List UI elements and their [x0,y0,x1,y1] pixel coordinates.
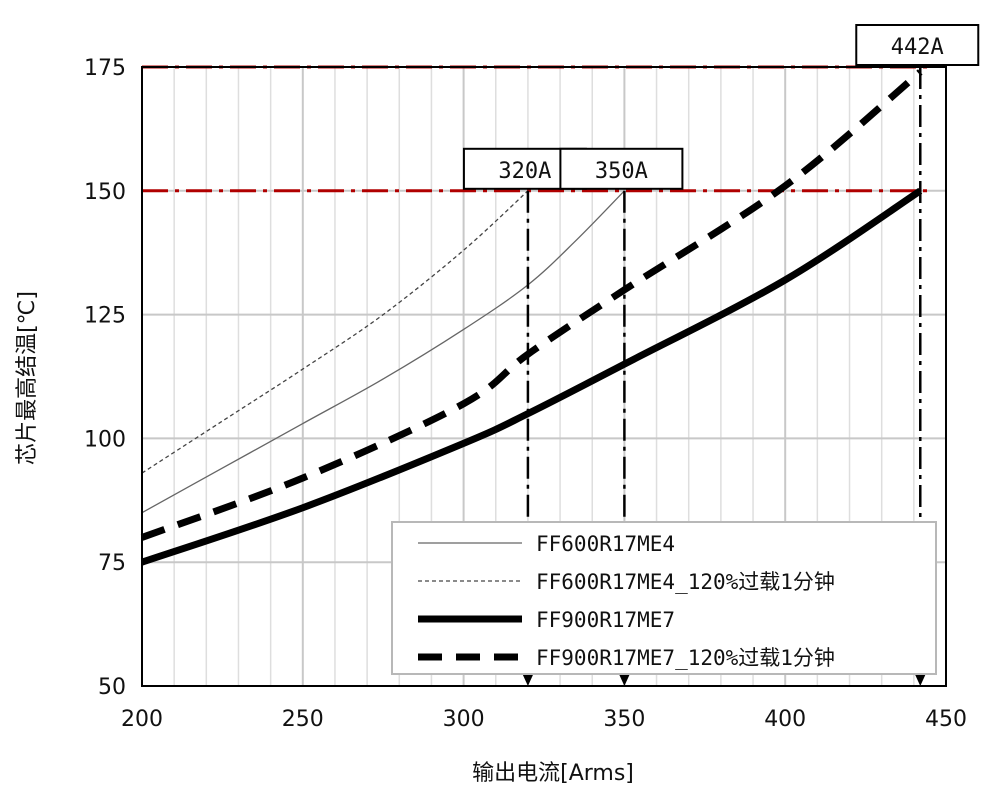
legend-label: FF900R17ME7_120%过载1分钟 [536,646,835,670]
y-tick-label: 175 [84,56,126,81]
x-tick-label: 400 [764,707,806,732]
callout-box [559,147,684,190]
x-axis-title: 输出电流[Arms] [472,761,634,786]
x-tick-label: 350 [603,707,645,732]
legend-box [391,521,937,675]
x-tick-label: 300 [443,707,485,732]
callout-label: 320A [498,159,551,184]
legend: FF600R17ME4 FF600R17ME4_120%过载1分钟 FF900R17… [391,521,937,675]
y-tick-label: 125 [84,304,126,329]
callout-label: 442A [891,35,944,60]
y-tick-label: 100 [84,427,126,452]
series-line-1 [141,190,529,474]
y-tick-label: 75 [98,551,126,576]
tick-labels: 200 250 300 350 400 450 50 75 100 125 150 175 [84,56,967,732]
series-line-2 [140,187,923,566]
legend-label: FF900R17ME7 [536,608,675,632]
annotation-callouts: 320A 350A 442A [462,24,980,190]
y-tick-label: 150 [84,180,126,205]
plot-frame [141,66,947,687]
series-line-3 [140,69,923,541]
legend-label: FF600R17ME4_120%过载1分钟 [536,570,835,594]
x-tick-label: 450 [925,707,967,732]
callout-box [855,24,980,66]
y-tick-label: 50 [98,675,126,700]
series-layer [140,69,923,566]
y-axis-title: 芯片最高结温[℃] [15,291,40,465]
x-tick-label: 200 [121,707,163,732]
callout-label: 350A [595,159,648,184]
legend-label: FF600R17ME4 [536,532,675,556]
series-line-0 [141,190,625,514]
x-tick-label: 250 [282,707,324,732]
